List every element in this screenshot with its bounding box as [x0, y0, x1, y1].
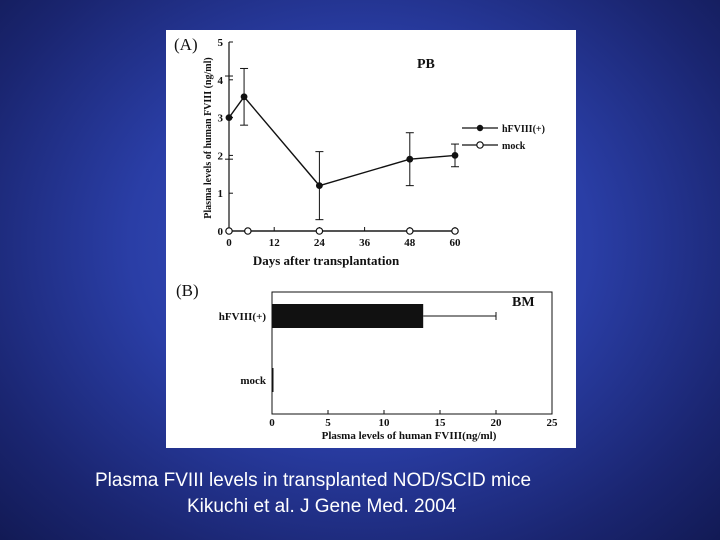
panel-a-xlabel: Days after transplantation: [253, 253, 400, 268]
panel-b-plot: 0 5 10 15 20 25 hFVIII(+) mock: [219, 291, 559, 429]
data-point-mock: [225, 227, 233, 235]
data-point-mock: [315, 227, 324, 235]
data-point-mock: [406, 227, 414, 235]
panel-a-legend: hFVIII(+) mock: [462, 124, 545, 152]
panel-a-ylabel: Plasma levels of human FVIII (ng/ml): [203, 57, 214, 218]
panel-b-xtick-label: 10: [379, 417, 391, 429]
legend-marker-hfviii: [476, 124, 484, 132]
panel-b-xtick-label: 0: [269, 417, 275, 429]
data-point-mock: [244, 227, 252, 235]
bar-mock: [272, 368, 274, 392]
panel-b-xtick-label: 20: [491, 417, 503, 429]
panel-b-xlabel: Plasma levels of human FVIII(ng/ml): [322, 430, 497, 442]
data-point-hfviii: [406, 155, 414, 163]
data-point-hfviii: [451, 152, 459, 159]
data-point-mock: [451, 227, 459, 235]
caption-citation: Kikuchi et al. J Gene Med. 2004: [187, 496, 457, 517]
figure-svg: (A) PB Plasma levels of human FVIII (ng/…: [174, 35, 559, 442]
panel-a-xtick-label: 12: [269, 237, 281, 249]
series-line-hfviii: [228, 95, 456, 187]
data-point-hfviii: [240, 93, 248, 101]
panel-a-ytick-label: 3: [218, 113, 224, 125]
panel-b-label: (B): [176, 281, 199, 300]
panel-a-xtick-label: 0: [226, 237, 232, 249]
panel-a-xtick-label: 48: [404, 237, 416, 249]
panel-a-xtick-label: 60: [450, 237, 462, 249]
data-point-hfviii: [316, 182, 323, 190]
panel-b-xtick-label: 5: [325, 417, 331, 429]
panel-b-xtick-label: 15: [435, 417, 447, 429]
panel-a-ytick-label: 4: [218, 75, 224, 87]
panel-a-ytick-label: 5: [218, 37, 224, 49]
panel-b-annotation: BM: [512, 295, 535, 310]
panel-a-xtick-label: 24: [314, 237, 326, 249]
panel-b-category-label: mock: [240, 375, 267, 387]
legend-label-hfviii: hFVIII(+): [502, 124, 545, 135]
data-point-hfviii: [225, 114, 233, 121]
panel-a-xtick-label: 36: [359, 237, 371, 249]
panel-a-ytick-label: 2: [218, 150, 224, 162]
figure-panel: (A) PB Plasma levels of human FVIII (ng/…: [166, 30, 576, 448]
panel-a-label: (A): [174, 35, 198, 54]
legend-marker-mock: [476, 141, 484, 149]
panel-a-annotation: PB: [417, 57, 435, 72]
panel-a-ytick-label: 1: [218, 188, 224, 200]
panel-b-xtick-label: 25: [547, 417, 559, 429]
legend-label-mock: mock: [502, 141, 526, 152]
panel-b-category-label: hFVIII(+): [219, 311, 267, 323]
panel-a-ytick-label: 0: [218, 226, 224, 238]
caption-title: Plasma FVIII levels in transplanted NOD/…: [95, 470, 532, 491]
panel-b-plot-frame: [271, 291, 553, 415]
bar-hfviii: [272, 304, 424, 328]
